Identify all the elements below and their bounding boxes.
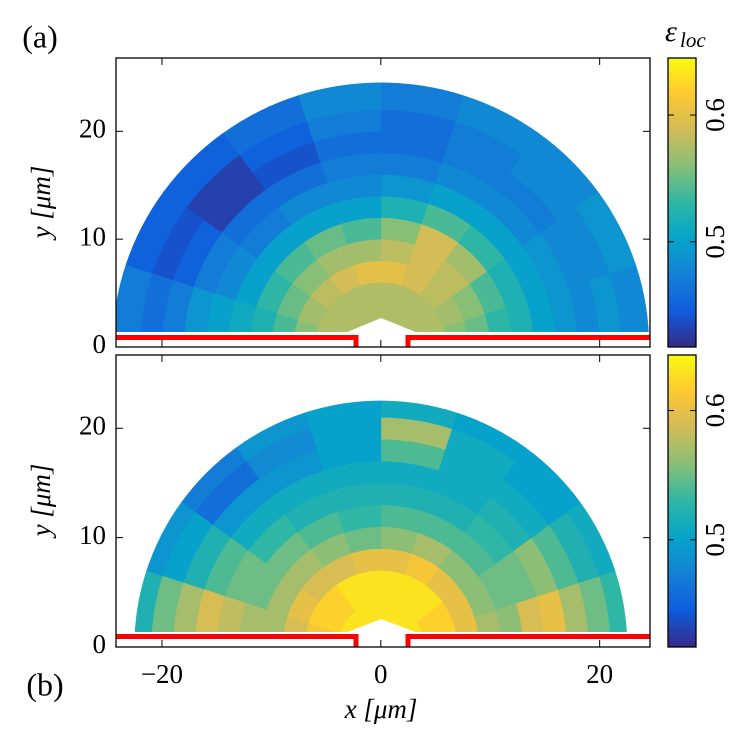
red-edge-left [116, 634, 359, 647]
colorbar-label-subscript: loc [680, 28, 706, 52]
y-axis-label: y [μm] [26, 464, 56, 540]
specimen-outline [116, 318, 650, 647]
y-axis-label: y [μm] [26, 166, 56, 242]
y-tick-label: 10 [79, 520, 106, 550]
red-edge-left [116, 335, 359, 347]
y-tick-label: 20 [79, 410, 106, 440]
notch [345, 318, 418, 347]
panel-label: (b) [26, 666, 63, 702]
red-edge-right [405, 335, 650, 347]
heatmap-a [116, 82, 649, 332]
x-tick-label: −20 [141, 659, 183, 689]
y-tick-label: 0 [93, 629, 107, 659]
red-edge-right [405, 634, 650, 647]
colorbar-tick-label: 0.6 [700, 98, 730, 132]
heatmap-cell [134, 570, 163, 632]
colorbar-tick-label: 0.5 [700, 225, 730, 259]
y-tick-label: 0 [93, 329, 107, 359]
heatmap-cell [116, 264, 153, 332]
plot-frame [115, 354, 651, 648]
x-axis-label: x [μm] [344, 694, 418, 724]
colorbar-label: ε [665, 15, 677, 48]
y-tick-label: 20 [79, 114, 106, 144]
x-tick-label: 20 [586, 659, 613, 689]
colorbar-tick-label: 0.6 [700, 394, 730, 428]
heatmap-b [134, 400, 627, 632]
y-tick-label: 10 [79, 221, 106, 251]
colorbar [667, 354, 697, 648]
colorbar-tick-label: 0.5 [700, 523, 730, 557]
panel-label: (a) [22, 18, 58, 54]
plot-frame [115, 57, 651, 348]
notch [345, 619, 418, 647]
heatmap-cell [305, 622, 336, 632]
colorbar [667, 57, 697, 348]
x-tick-label: 0 [374, 659, 388, 689]
